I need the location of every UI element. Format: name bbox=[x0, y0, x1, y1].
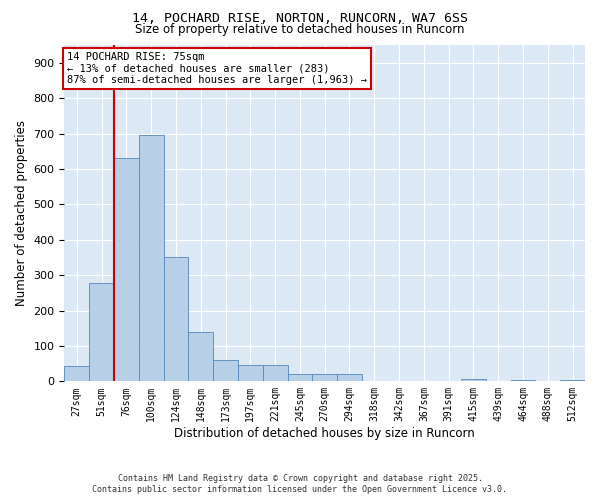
Bar bbox=[238, 364, 263, 382]
Bar bbox=[337, 374, 362, 382]
Text: Size of property relative to detached houses in Runcorn: Size of property relative to detached ho… bbox=[135, 22, 465, 36]
Bar bbox=[560, 380, 585, 382]
Bar bbox=[461, 378, 486, 382]
Text: 14 POCHARD RISE: 75sqm
← 13% of detached houses are smaller (283)
87% of semi-de: 14 POCHARD RISE: 75sqm ← 13% of detached… bbox=[67, 52, 367, 85]
Bar bbox=[511, 380, 535, 382]
Text: Contains HM Land Registry data © Crown copyright and database right 2025.
Contai: Contains HM Land Registry data © Crown c… bbox=[92, 474, 508, 494]
Bar bbox=[188, 332, 213, 382]
Bar bbox=[89, 283, 114, 382]
Bar bbox=[263, 364, 287, 382]
Y-axis label: Number of detached properties: Number of detached properties bbox=[15, 120, 28, 306]
Bar bbox=[213, 360, 238, 382]
Bar bbox=[287, 374, 313, 382]
Bar bbox=[64, 366, 89, 382]
Bar bbox=[139, 136, 164, 382]
Bar bbox=[114, 158, 139, 382]
X-axis label: Distribution of detached houses by size in Runcorn: Distribution of detached houses by size … bbox=[175, 427, 475, 440]
Text: 14, POCHARD RISE, NORTON, RUNCORN, WA7 6SS: 14, POCHARD RISE, NORTON, RUNCORN, WA7 6… bbox=[132, 12, 468, 26]
Bar bbox=[313, 374, 337, 382]
Bar bbox=[164, 258, 188, 382]
